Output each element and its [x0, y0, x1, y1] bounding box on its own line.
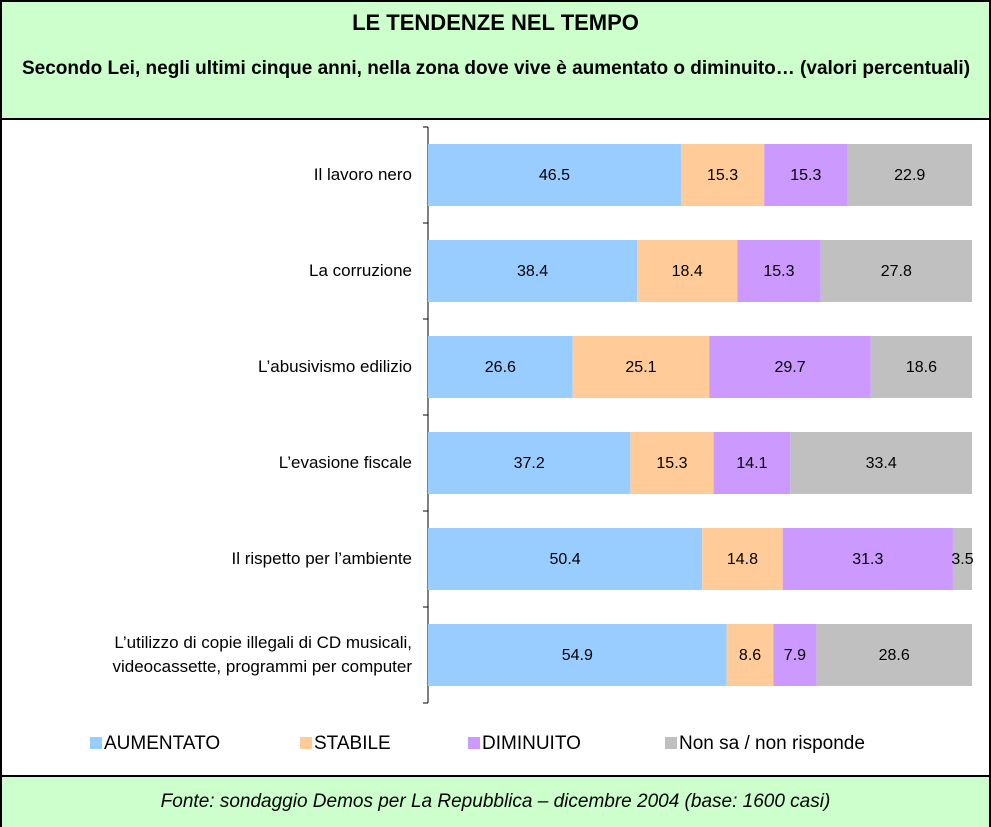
- chart-title: LE TENDENZE NEL TEMPO: [352, 10, 639, 35]
- bar-segment: [702, 528, 783, 590]
- legend-label: AUMENTATO: [104, 733, 220, 754]
- bar-segment: [816, 624, 972, 686]
- bar-segment: [428, 144, 681, 206]
- value-label: 31.3: [852, 551, 883, 568]
- value-label: 28.6: [879, 647, 910, 664]
- bar-segment: [630, 432, 714, 494]
- category-label: Il rispetto per l’ambiente: [231, 549, 412, 568]
- value-label: 8.6: [739, 647, 761, 664]
- bar-segment: [428, 240, 638, 302]
- category-label: Il lavoro nero: [313, 165, 412, 184]
- value-label: 15.3: [790, 167, 821, 184]
- value-label: 27.8: [881, 263, 912, 280]
- value-label: 15.3: [656, 455, 687, 472]
- value-label: 38.4: [517, 263, 548, 280]
- category-label: L’evasione fiscale: [278, 453, 412, 472]
- value-label: 54.9: [562, 647, 593, 664]
- legend-swatch: [90, 737, 102, 749]
- value-label: 18.6: [906, 359, 937, 376]
- bar-segment: [952, 528, 972, 590]
- bar-segment: [709, 336, 871, 398]
- value-label: 22.9: [894, 167, 925, 184]
- bar-segment: [428, 336, 573, 398]
- bar-segment: [572, 336, 710, 398]
- bar-segment: [737, 240, 821, 302]
- bar-segment: [773, 624, 817, 686]
- value-label: 37.2: [514, 455, 545, 472]
- plot-frame: [0, 118, 991, 775]
- bar-segment: [764, 144, 848, 206]
- value-label: 50.4: [550, 551, 581, 568]
- bar-segment: [428, 528, 703, 590]
- legend-label: Non sa / non risponde: [679, 733, 865, 754]
- value-label: 18.4: [672, 263, 703, 280]
- bar-segment: [428, 432, 631, 494]
- legend-label: DIMINUITO: [482, 733, 581, 754]
- category-label: La corruzione: [308, 261, 412, 280]
- category-label: L’utilizzo di copie illegali di CD music…: [112, 633, 412, 676]
- source-note: Fonte: sondaggio Demos per La Repubblica…: [160, 791, 831, 812]
- header: LE TENDENZE NEL TEMPO Secondo Lei, negli…: [0, 0, 991, 120]
- value-label: 3.5: [951, 551, 973, 568]
- bar-segment: [713, 432, 791, 494]
- value-label: 15.3: [763, 263, 794, 280]
- value-label: 29.7: [774, 359, 805, 376]
- footer: Fonte: sondaggio Demos per La Repubblica…: [0, 775, 991, 827]
- chart-subtitle: Secondo Lei, negli ultimi cinque anni, n…: [22, 58, 971, 79]
- bar-segment: [726, 624, 774, 686]
- bar-segment: [820, 240, 972, 302]
- bar-segment: [637, 240, 738, 302]
- value-label: 15.3: [707, 167, 738, 184]
- value-label: 25.1: [625, 359, 656, 376]
- value-label: 46.5: [539, 167, 570, 184]
- legend-swatch: [665, 737, 677, 749]
- bar-segment: [870, 336, 972, 398]
- bar-segment: [782, 528, 953, 590]
- value-label: 33.4: [866, 455, 897, 472]
- legend-swatch: [468, 737, 480, 749]
- category-label: L’abusivismo edilizio: [257, 357, 412, 376]
- value-label: 26.6: [485, 359, 516, 376]
- bar-segment: [790, 432, 972, 494]
- value-label: 7.9: [784, 647, 806, 664]
- bar-segment: [428, 624, 727, 686]
- legend-swatch: [300, 737, 312, 749]
- value-label: 14.8: [727, 551, 758, 568]
- bar-segment: [847, 144, 972, 206]
- legend-label: STABILE: [314, 733, 391, 754]
- value-label: 14.1: [736, 455, 767, 472]
- bar-segment: [680, 144, 765, 206]
